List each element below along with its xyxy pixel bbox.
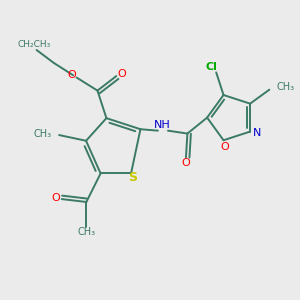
Text: O: O (51, 193, 60, 202)
Text: CH₃: CH₃ (77, 227, 95, 237)
Text: O: O (220, 142, 230, 152)
Text: N: N (253, 128, 262, 138)
Text: O: O (68, 70, 76, 80)
Text: O: O (182, 158, 190, 168)
Text: NH: NH (154, 120, 171, 130)
Text: O: O (118, 69, 127, 79)
Text: CH₃: CH₃ (277, 82, 295, 92)
Text: CH₂CH₃: CH₂CH₃ (17, 40, 50, 49)
Text: CH₃: CH₃ (34, 129, 52, 139)
Text: S: S (128, 171, 137, 184)
Text: Cl: Cl (206, 61, 218, 72)
